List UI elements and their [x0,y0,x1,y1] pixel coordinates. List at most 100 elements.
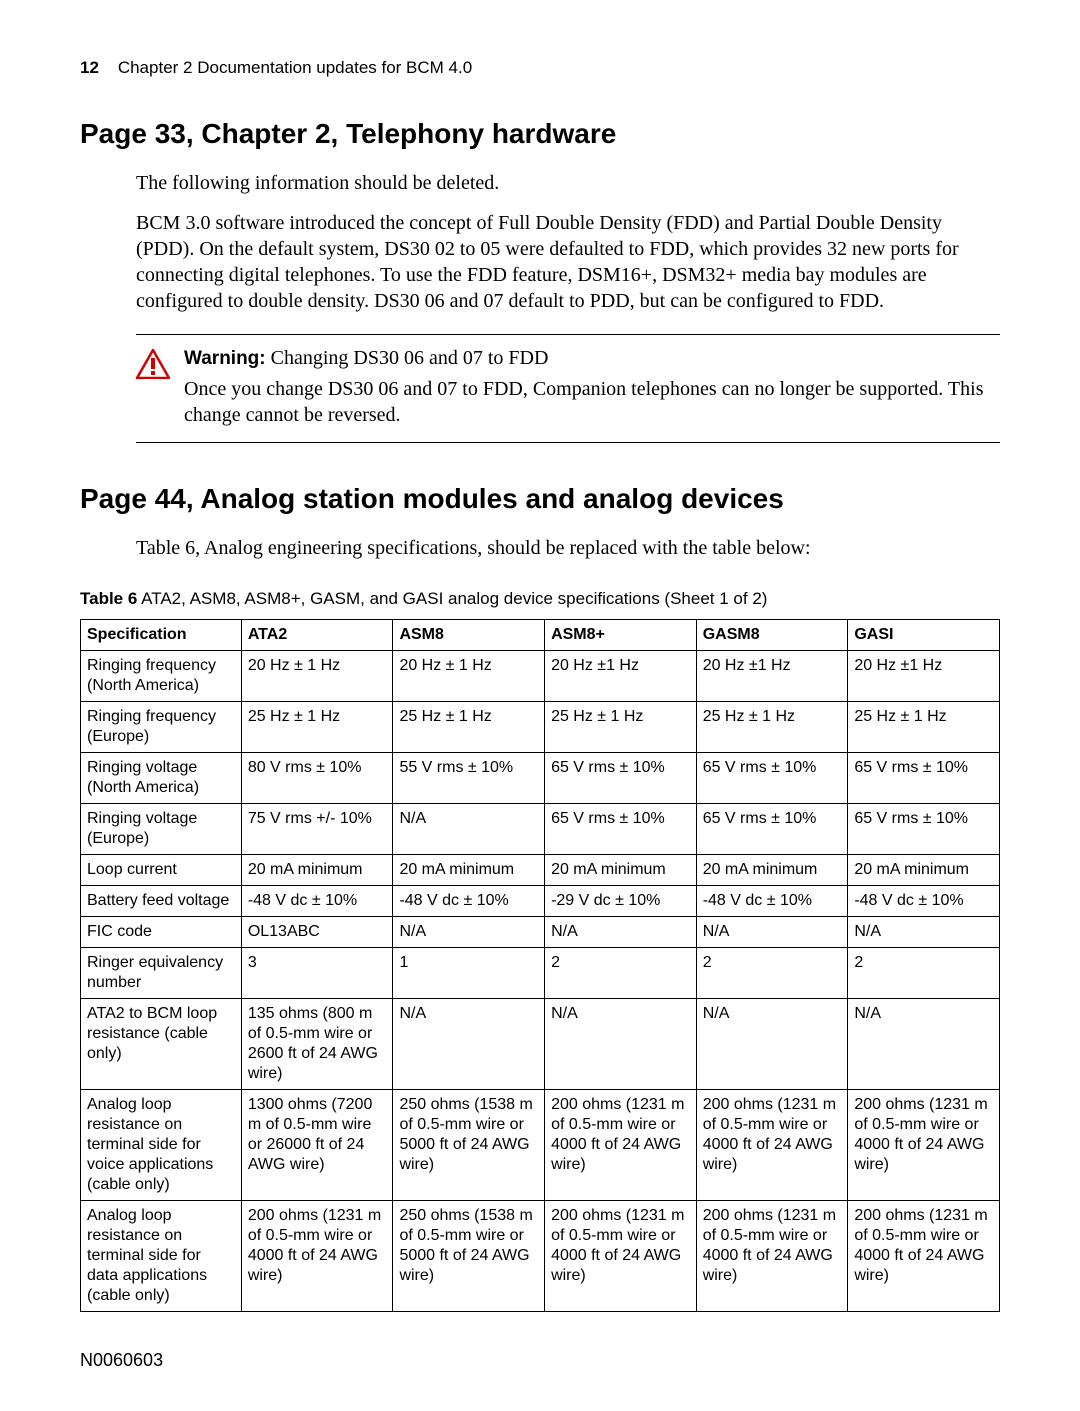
warning-body: Once you change DS30 06 and 07 to FDD, C… [184,376,1000,428]
table-cell: -48 V dc ± 10% [393,886,545,917]
table-cell: 200 ohms (1231 m of 0.5-mm wire or 4000 … [696,1090,848,1201]
table-cell: 200 ohms (1231 m of 0.5-mm wire or 4000 … [696,1201,848,1312]
table-caption-rest: ATA2, ASM8, ASM8+, GASM, and GASI analog… [137,589,767,608]
table-cell: N/A [393,999,545,1090]
table-row: Battery feed voltage-48 V dc ± 10%-48 V … [81,886,1000,917]
table-cell: 25 Hz ± 1 Hz [696,702,848,753]
table-cell: 20 Hz ± 1 Hz [241,651,393,702]
table-cell: N/A [545,917,697,948]
table-cell: -48 V dc ± 10% [696,886,848,917]
col-gasi: GASI [848,620,1000,651]
table-cell: 65 V rms ± 10% [848,804,1000,855]
section2-heading: Page 44, Analog station modules and anal… [80,483,1000,515]
table-cell: 25 Hz ± 1 Hz [848,702,1000,753]
table-cell: 20 mA minimum [241,855,393,886]
chapter-title [104,58,118,77]
table-cell: 65 V rms ± 10% [545,804,697,855]
table-cell: 3 [241,948,393,999]
table-cell: Ringer equivalency number [81,948,242,999]
table-cell: 25 Hz ± 1 Hz [545,702,697,753]
section2-para1: Table 6, Analog engineering specificatio… [80,535,1000,561]
table-cell: N/A [848,999,1000,1090]
table-cell: 135 ohms (800 m of 0.5-mm wire or 2600 f… [241,999,393,1090]
table-cell: 200 ohms (1231 m of 0.5-mm wire or 4000 … [545,1201,697,1312]
table-cell: 75 V rms +/- 10% [241,804,393,855]
warning-title: Warning: Changing DS30 06 and 07 to FDD [184,347,1000,370]
table-cell: 200 ohms (1231 m of 0.5-mm wire or 4000 … [848,1090,1000,1201]
table-caption: Table 6 ATA2, ASM8, ASM8+, GASM, and GAS… [80,589,1000,609]
page-container: 12 Chapter 2 Documentation updates for B… [0,0,1080,1411]
table-cell: Battery feed voltage [81,886,242,917]
table-row: ATA2 to BCM loop resistance (cable only)… [81,999,1000,1090]
footer-doc-number: N0060603 [80,1350,1000,1371]
table-cell: N/A [696,917,848,948]
table-row: Ringing voltage (Europe)75 V rms +/- 10%… [81,804,1000,855]
table-row: Ringing frequency (Europe)25 Hz ± 1 Hz25… [81,702,1000,753]
table-cell: Ringing frequency (Europe) [81,702,242,753]
table-cell: ATA2 to BCM loop resistance (cable only) [81,999,242,1090]
warning-block: Warning: Changing DS30 06 and 07 to FDD … [136,334,1000,443]
table-cell: N/A [848,917,1000,948]
chapter-title-text: Chapter 2 Documentation updates for BCM … [118,58,472,77]
table-cell: Loop current [81,855,242,886]
table-cell: 250 ohms (1538 m of 0.5-mm wire or 5000 … [393,1090,545,1201]
table-cell: 20 Hz ±1 Hz [545,651,697,702]
table-cell: 20 mA minimum [393,855,545,886]
table-cell: Ringing voltage (Europe) [81,804,242,855]
table-cell: 65 V rms ± 10% [696,804,848,855]
section1-para2: BCM 3.0 software introduced the concept … [80,210,1000,314]
table-row: Ringer equivalency number31222 [81,948,1000,999]
table-cell: 80 V rms ± 10% [241,753,393,804]
warning-label: Warning: [184,348,266,369]
table-row: Loop current20 mA minimum20 mA minimum20… [81,855,1000,886]
table-cell: N/A [393,917,545,948]
table-caption-bold: Table 6 [80,589,137,608]
warning-content: Warning: Changing DS30 06 and 07 to FDD … [136,335,1000,442]
table-cell: 200 ohms (1231 m of 0.5-mm wire or 4000 … [545,1090,697,1201]
col-gasm8: GASM8 [696,620,848,651]
table-cell: Analog loop resistance on terminal side … [81,1201,242,1312]
table-header-row: Specification ATA2 ASM8 ASM8+ GASM8 GASI [81,620,1000,651]
warning-icon [136,349,170,384]
col-specification: Specification [81,620,242,651]
page-header: 12 Chapter 2 Documentation updates for B… [80,58,1000,78]
table-cell: 65 V rms ± 10% [696,753,848,804]
table-row: Ringing voltage (North America)80 V rms … [81,753,1000,804]
table-cell: 2 [696,948,848,999]
table-cell: 20 Hz ± 1 Hz [393,651,545,702]
table-cell: 25 Hz ± 1 Hz [241,702,393,753]
warning-title-rest: Changing DS30 06 and 07 to FDD [266,347,549,369]
section1-heading: Page 33, Chapter 2, Telephony hardware [80,118,1000,150]
table-cell: 55 V rms ± 10% [393,753,545,804]
table-cell: 20 mA minimum [848,855,1000,886]
table-cell: N/A [393,804,545,855]
table-cell: 20 mA minimum [696,855,848,886]
col-asm8plus: ASM8+ [545,620,697,651]
table-cell: -29 V dc ± 10% [545,886,697,917]
table-row: Analog loop resistance on terminal side … [81,1201,1000,1312]
table-cell: Ringing voltage (North America) [81,753,242,804]
table-cell: 1300 ohms (7200 m of 0.5-mm wire or 2600… [241,1090,393,1201]
col-ata2: ATA2 [241,620,393,651]
table-cell: Ringing frequency (North America) [81,651,242,702]
table-cell: 2 [848,948,1000,999]
warning-rule-bottom [136,442,1000,443]
table-cell: -48 V dc ± 10% [848,886,1000,917]
table-cell: N/A [696,999,848,1090]
table-cell: Analog loop resistance on terminal side … [81,1090,242,1201]
table-cell: 25 Hz ± 1 Hz [393,702,545,753]
table-cell: 1 [393,948,545,999]
table-cell: -48 V dc ± 10% [241,886,393,917]
table-cell: 20 mA minimum [545,855,697,886]
warning-text: Warning: Changing DS30 06 and 07 to FDD … [184,347,1000,428]
table-row: Ringing frequency (North America)20 Hz ±… [81,651,1000,702]
spec-table-head: Specification ATA2 ASM8 ASM8+ GASM8 GASI [81,620,1000,651]
table-cell: 2 [545,948,697,999]
section1-para1: The following information should be dele… [80,170,1000,196]
table-cell: 65 V rms ± 10% [848,753,1000,804]
table-cell: N/A [545,999,697,1090]
table-row: FIC codeOL13ABCN/AN/AN/AN/A [81,917,1000,948]
table-row: Analog loop resistance on terminal side … [81,1090,1000,1201]
col-asm8: ASM8 [393,620,545,651]
table-cell: 20 Hz ±1 Hz [696,651,848,702]
